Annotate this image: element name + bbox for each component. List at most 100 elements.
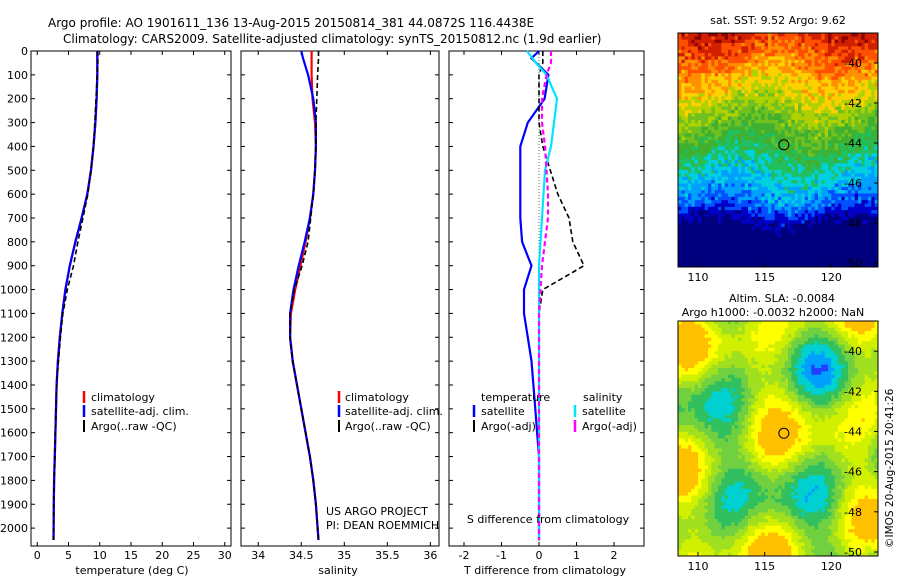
map-cell bbox=[851, 206, 856, 211]
map-cell bbox=[868, 103, 872, 107]
map-cell bbox=[718, 344, 722, 349]
map-cell bbox=[778, 180, 782, 184]
map-cell bbox=[774, 76, 779, 81]
map-cell bbox=[818, 33, 822, 37]
map-cell bbox=[728, 190, 732, 194]
map-cell bbox=[798, 36, 802, 41]
map-cell bbox=[694, 223, 699, 228]
map-cell bbox=[821, 200, 826, 204]
map-cell bbox=[718, 166, 722, 171]
map-cell bbox=[731, 126, 736, 131]
map-cell bbox=[744, 216, 749, 221]
map-cell bbox=[718, 69, 722, 74]
map-cell bbox=[681, 226, 686, 231]
map-cell bbox=[708, 186, 712, 191]
map-cell bbox=[794, 116, 799, 121]
map-cell bbox=[714, 160, 719, 164]
map-cell bbox=[684, 33, 689, 37]
map-cell bbox=[691, 193, 696, 198]
map-cell bbox=[678, 93, 682, 97]
map-cell bbox=[714, 153, 719, 158]
map-cell bbox=[688, 106, 692, 111]
map-cell bbox=[824, 79, 829, 84]
map-cell bbox=[794, 150, 799, 154]
map-cell bbox=[784, 69, 789, 74]
map-cell bbox=[721, 89, 726, 94]
map-cell bbox=[874, 66, 879, 71]
map-cell bbox=[871, 163, 876, 168]
map-cell bbox=[738, 83, 742, 87]
map-cell bbox=[848, 260, 852, 265]
map-cell bbox=[758, 153, 762, 158]
map-cell bbox=[854, 230, 859, 234]
map-cell bbox=[711, 170, 716, 174]
map-cell bbox=[764, 263, 769, 268]
map-cell bbox=[744, 113, 749, 117]
map-cell bbox=[811, 176, 816, 181]
map-cell bbox=[804, 243, 809, 248]
map-cell bbox=[714, 334, 719, 339]
map-cell bbox=[701, 66, 706, 71]
map-cell bbox=[681, 96, 686, 101]
map-cell bbox=[768, 116, 772, 121]
map-cell bbox=[738, 216, 742, 221]
map-cell bbox=[848, 193, 852, 198]
map-cell bbox=[874, 186, 879, 191]
map-cell bbox=[834, 331, 839, 335]
map-cell bbox=[704, 173, 709, 178]
map-cell bbox=[794, 173, 799, 178]
map-cell bbox=[818, 210, 822, 214]
map-cell bbox=[741, 106, 746, 111]
map-cell bbox=[754, 163, 759, 168]
map-cell bbox=[851, 93, 856, 97]
map-cell bbox=[768, 139, 772, 144]
map-cell bbox=[868, 83, 872, 87]
map-cell bbox=[864, 250, 869, 255]
map-cell bbox=[691, 240, 696, 244]
map-cell bbox=[831, 321, 836, 325]
map-cell bbox=[684, 150, 689, 154]
map-cell bbox=[791, 93, 796, 97]
map-cell bbox=[714, 193, 719, 198]
map-cell bbox=[841, 83, 846, 87]
map-cell bbox=[871, 321, 876, 325]
map-cell bbox=[691, 226, 696, 231]
map-cell bbox=[738, 193, 742, 198]
map-cell bbox=[734, 39, 739, 44]
map-cell bbox=[801, 156, 806, 161]
map-cell bbox=[708, 260, 712, 265]
map-cell bbox=[811, 331, 816, 335]
map-cell bbox=[754, 86, 759, 91]
map-cell bbox=[814, 240, 819, 244]
map-cell bbox=[751, 206, 756, 211]
map-cell bbox=[808, 46, 812, 51]
map-cell bbox=[701, 56, 706, 61]
map-cell bbox=[721, 337, 726, 342]
map-cell bbox=[774, 183, 779, 188]
map-cell bbox=[784, 119, 789, 124]
map-cell bbox=[751, 226, 756, 231]
map-cell bbox=[688, 69, 692, 74]
map-cell bbox=[824, 66, 829, 71]
map-cell bbox=[741, 233, 746, 238]
map-cell bbox=[701, 119, 706, 124]
map-cell bbox=[858, 106, 862, 111]
map-cell bbox=[721, 203, 726, 208]
map-cell bbox=[824, 146, 829, 151]
map-cell bbox=[874, 321, 879, 325]
map-cell bbox=[738, 183, 742, 188]
map-cell bbox=[874, 83, 879, 87]
map-cell bbox=[698, 59, 702, 64]
map-cell bbox=[751, 56, 756, 61]
map-cell bbox=[768, 160, 772, 164]
map-cell bbox=[714, 263, 719, 268]
map-cell bbox=[728, 39, 732, 44]
map-cell bbox=[808, 324, 812, 329]
map-cell bbox=[721, 113, 726, 117]
map-cell bbox=[774, 263, 779, 268]
map-cell bbox=[818, 223, 822, 228]
map-cell bbox=[748, 109, 752, 114]
map-cell bbox=[751, 53, 756, 57]
map-cell bbox=[868, 230, 872, 234]
map-cell bbox=[848, 220, 852, 224]
